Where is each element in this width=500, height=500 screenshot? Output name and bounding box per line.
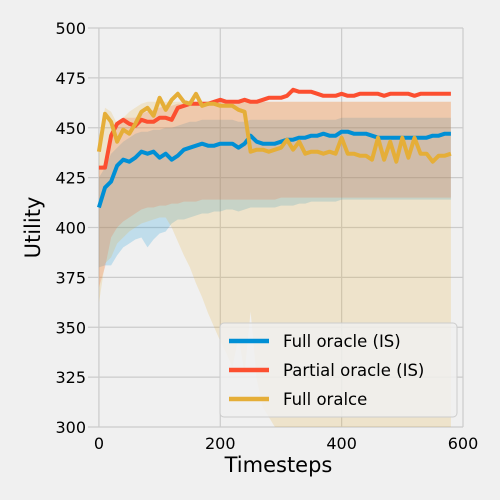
y-tick-label: 475 bbox=[55, 69, 86, 88]
y-tick-label: 425 bbox=[55, 169, 86, 188]
series-line bbox=[96, 129, 451, 209]
legend-label: Full oracle (IS) bbox=[283, 332, 401, 351]
legend-box bbox=[219, 322, 458, 418]
x-axis-label: Timesteps bbox=[224, 453, 333, 477]
x-tick-label: 400 bbox=[326, 434, 357, 453]
x-tick-labels: 0 200 400 600 bbox=[94, 434, 478, 453]
y-tick-label: 375 bbox=[55, 268, 86, 287]
y-tick-label: 400 bbox=[55, 219, 86, 238]
x-tick-label: 200 bbox=[205, 434, 236, 453]
legend-label: Full oralce bbox=[283, 390, 367, 409]
x-tick-label: 600 bbox=[448, 434, 479, 453]
x-tick-label: 0 bbox=[94, 434, 104, 453]
y-tick-labels: 300 325 350 375 400 425 450 475 500 bbox=[55, 19, 86, 437]
y-tick-label: 325 bbox=[55, 368, 86, 387]
y-tick-label: 300 bbox=[55, 418, 86, 437]
y-tick-label: 450 bbox=[55, 119, 86, 138]
y-tick-label: 350 bbox=[55, 318, 86, 337]
y-tick-label: 500 bbox=[55, 19, 86, 38]
legend: Full oracle (IS) Partial oracle (IS) Full … bbox=[219, 322, 458, 418]
legend-label: Partial oracle (IS) bbox=[283, 361, 424, 380]
series-lines bbox=[96, 87, 452, 209]
series-line bbox=[96, 91, 452, 164]
series-line bbox=[98, 87, 451, 170]
y-axis-label: Utility bbox=[21, 197, 45, 259]
